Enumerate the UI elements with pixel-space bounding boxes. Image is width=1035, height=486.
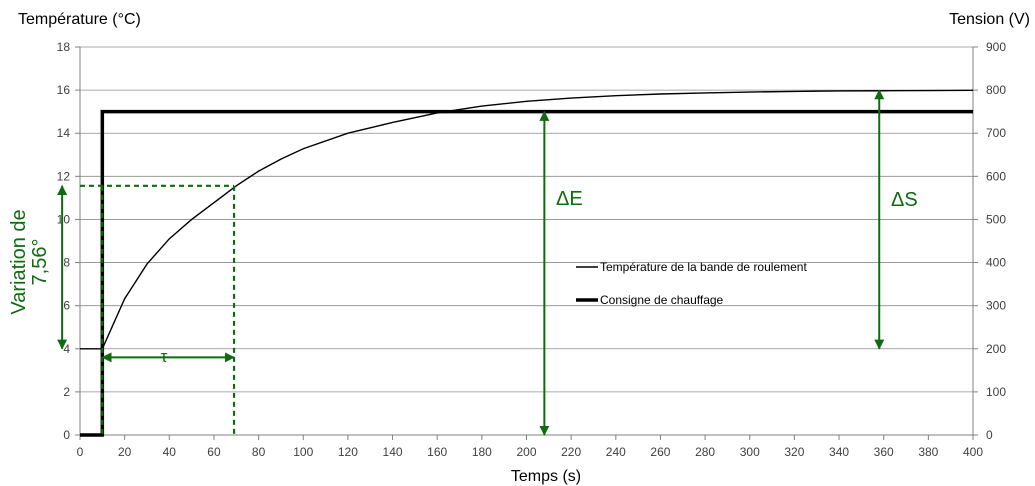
y2-tick-label: 200 xyxy=(986,342,1006,356)
y2-tick-label: 900 xyxy=(986,40,1006,54)
series-line-temperature xyxy=(80,89,974,350)
series-layer xyxy=(80,89,974,437)
x-tick-label: 260 xyxy=(650,445,670,459)
axes xyxy=(75,46,978,440)
legend: Température de la bande de roulement Con… xyxy=(576,260,807,307)
y-tick-label: 6 xyxy=(63,299,70,313)
y2-tick-label: 500 xyxy=(986,212,1006,226)
x-tick-label: 360 xyxy=(874,445,894,459)
y-tick-label: 14 xyxy=(57,126,71,140)
y-tick-label: 8 xyxy=(63,256,70,270)
y2-tick-label: 700 xyxy=(986,126,1006,140)
x-tick-label: 220 xyxy=(561,445,581,459)
y-tick-label: 10 xyxy=(57,212,71,226)
x-tick-label: 180 xyxy=(472,445,492,459)
y-axis-title: Température (°C) xyxy=(18,11,141,28)
legend-label-consigne: Consigne de chauffage xyxy=(600,293,724,307)
x-tick-label: 60 xyxy=(207,445,221,459)
x-tick-label: 100 xyxy=(293,445,313,459)
delta-s-label: ΔS xyxy=(891,189,918,211)
x-tick-label: 340 xyxy=(829,445,849,459)
y2-tick-label: 800 xyxy=(986,83,1006,97)
y2-tick-label: 400 xyxy=(986,256,1006,270)
legend-label-temperature: Température de la bande de roulement xyxy=(600,260,807,274)
y2-tick-label: 300 xyxy=(986,299,1006,313)
variation-label-line2: 7,56° xyxy=(29,239,51,286)
variation-label-line1: Variation de xyxy=(8,209,30,314)
y2-axis-title: Tension (V) xyxy=(949,11,1030,28)
y-tick-label: 16 xyxy=(57,83,71,97)
y2-tick-label: 100 xyxy=(986,385,1006,399)
y2-tick-label: 600 xyxy=(986,169,1006,183)
x-tick-label: 400 xyxy=(963,445,983,459)
x-tick-label: 140 xyxy=(383,445,403,459)
x-tick-label: 300 xyxy=(740,445,760,459)
x-tick-label: 40 xyxy=(163,445,177,459)
tau-label: τ xyxy=(161,347,168,366)
x-axis-title: Temps (s) xyxy=(511,468,581,485)
x-tick-label: 200 xyxy=(516,445,536,459)
y-tick-label: 18 xyxy=(57,40,71,54)
x-tick-label: 20 xyxy=(118,445,132,459)
series-line-consigne xyxy=(80,109,973,437)
y-tick-label: 0 xyxy=(63,428,70,442)
y-tick-label: 4 xyxy=(63,342,70,356)
y-tick-label: 2 xyxy=(63,385,70,399)
annotation-layer xyxy=(57,89,885,436)
x-tick-label: 240 xyxy=(606,445,626,459)
x-tick-label: 80 xyxy=(252,445,266,459)
y2-tick-label: 0 xyxy=(986,428,993,442)
delta-e-label: ΔE xyxy=(556,188,583,210)
x-tick-label: 120 xyxy=(338,445,358,459)
y-tick-label: 12 xyxy=(57,169,71,183)
x-tick-label: 320 xyxy=(784,445,804,459)
tick-labels: 0246810121416180100200300400500600700800… xyxy=(57,40,1007,459)
x-tick-label: 160 xyxy=(427,445,447,459)
grid xyxy=(80,46,973,393)
x-tick-label: 280 xyxy=(695,445,715,459)
x-tick-label: 380 xyxy=(918,445,938,459)
x-tick-label: 0 xyxy=(77,445,84,459)
variation-label: Variation de 7,56° xyxy=(8,209,51,314)
